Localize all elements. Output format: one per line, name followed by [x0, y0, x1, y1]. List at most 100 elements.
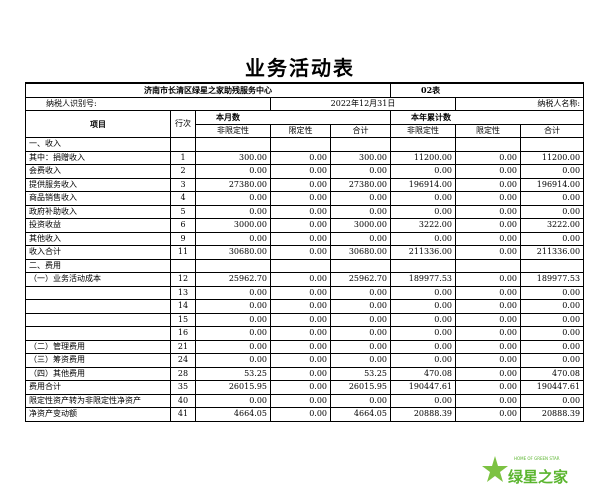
line-no: 40	[170, 393, 196, 408]
row: 14 0.00 0.00 0.00 0.00 0.00 0.00	[25, 299, 585, 314]
amount: 0.00	[519, 353, 585, 368]
amount: 0.00	[195, 164, 271, 179]
line-no: 16	[170, 326, 196, 341]
item-label: （一）业务活动成本	[25, 272, 171, 287]
cell	[519, 258, 585, 273]
amount: 0.00	[390, 312, 456, 327]
item-label: 提供服务收入	[25, 177, 171, 192]
row: 其中：捐赠收入 1 300.00 0.00 300.00 11200.00 0.00 1120…	[25, 150, 585, 165]
amount: 11200.00	[390, 150, 456, 165]
cell	[195, 258, 271, 273]
amount: 0.00	[455, 366, 521, 381]
amount: 0.00	[455, 285, 521, 300]
amount: 0.00	[195, 353, 271, 368]
section-label: 一、收入	[25, 137, 171, 152]
amount: 20888.39	[519, 407, 585, 422]
row: （一）业务活动成本 12 25962.70 0.00 25962.70 189977.53…	[25, 272, 585, 287]
row: 收入合计 11 30680.00 0.00 30680.00 211336.00 0.00 2…	[25, 245, 585, 260]
amount: 0.00	[390, 285, 456, 300]
title: 业务活动表	[245, 56, 355, 80]
cell	[519, 137, 585, 152]
amount: 0.00	[270, 231, 331, 246]
amount: 0.00	[519, 299, 585, 314]
amount: 26015.95	[195, 380, 271, 395]
row: 16 0.00 0.00 0.00 0.00 0.00 0.00	[25, 326, 585, 341]
amount: 25962.70	[195, 272, 271, 287]
amount: 0.00	[455, 245, 521, 260]
cell	[390, 137, 456, 152]
amount: 0.00	[330, 339, 391, 354]
org-row: 济南市长清区绿星之家助残服务中心 02表	[25, 82, 585, 98]
amount: 0.00	[519, 326, 585, 341]
amount: 4664.05	[195, 407, 271, 422]
amount: 0.00	[455, 393, 521, 408]
line-no: 14	[170, 299, 196, 314]
amount: 190447.61	[519, 380, 585, 395]
line-no: 11	[170, 245, 196, 260]
amount: 189977.53	[390, 272, 456, 287]
amount: 0.00	[270, 245, 331, 260]
line-no: 41	[170, 407, 196, 422]
line-no: 24	[170, 353, 196, 368]
amount: 0.00	[390, 164, 456, 179]
amount: 0.00	[455, 191, 521, 206]
amount: 0.00	[519, 191, 585, 206]
amount: 0.00	[270, 164, 331, 179]
amount: 27380.00	[195, 177, 271, 192]
row: 会费收入 2 0.00 0.00 0.00 0.00 0.00 0.00	[25, 164, 585, 179]
amount: 53.25	[330, 366, 391, 381]
amount: 0.00	[390, 191, 456, 206]
item-label: （三）筹资费用	[25, 353, 171, 368]
header-row: 项目 行次 本月数 本年累计数	[25, 110, 585, 138]
amount: 0.00	[455, 407, 521, 422]
amount: 0.00	[195, 326, 271, 341]
taxpayer-name: 纳税人名称:	[454, 96, 585, 111]
amount: 0.00	[455, 326, 521, 341]
cell	[330, 258, 391, 273]
row: 净资产变动额 41 4664.05 0.00 4664.05 20888.39 0.00 20…	[25, 407, 585, 422]
row: 一、收入	[25, 137, 585, 152]
amount: 0.00	[270, 218, 331, 233]
cell	[195, 137, 271, 152]
amount: 0.00	[390, 231, 456, 246]
amount: 0.00	[455, 272, 521, 287]
amount: 0.00	[519, 312, 585, 327]
amount: 3000.00	[330, 218, 391, 233]
item-label: 政府补助收入	[25, 204, 171, 219]
amount: 0.00	[330, 285, 391, 300]
amount: 300.00	[330, 150, 391, 165]
amount: 0.00	[519, 231, 585, 246]
amount: 0.00	[390, 339, 456, 354]
amount: 25962.70	[330, 272, 391, 287]
row: 费用合计 35 26015.95 0.00 26015.95 190447.61 0.00 1…	[25, 380, 585, 395]
amount: 189977.53	[519, 272, 585, 287]
amount: 3000.00	[195, 218, 271, 233]
amount: 0.00	[330, 191, 391, 206]
row: 投资收益 6 3000.00 0.00 3000.00 3222.00 0.00 3222.0…	[25, 218, 585, 233]
amount: 0.00	[455, 177, 521, 192]
amount: 27380.00	[330, 177, 391, 192]
item-label: 费用合计	[25, 380, 171, 395]
item-label: 收入合计	[25, 245, 171, 260]
amount: 470.08	[390, 366, 456, 381]
line-no: 12	[170, 272, 196, 287]
amount: 0.00	[195, 339, 271, 354]
amount: 0.00	[270, 191, 331, 206]
amount: 0.00	[270, 272, 331, 287]
amount: 0.00	[390, 204, 456, 219]
cell	[25, 285, 171, 300]
item-label: （二）管理费用	[25, 339, 171, 354]
row: 13 0.00 0.00 0.00 0.00 0.00 0.00	[25, 285, 585, 300]
cell	[270, 137, 331, 152]
amount: 0.00	[270, 299, 331, 314]
cell	[170, 258, 196, 273]
col-month: 本月数	[195, 110, 391, 125]
line-no: 4	[170, 191, 196, 206]
amount: 26015.95	[330, 380, 391, 395]
row: 其他收入 9 0.00 0.00 0.00 0.00 0.00 0.00	[25, 231, 585, 246]
amount: 0.00	[519, 204, 585, 219]
amount: 0.00	[519, 393, 585, 408]
item-label: 限定性资产转为非限定性净资产	[25, 393, 171, 408]
amount: 300.00	[195, 150, 271, 165]
cell	[390, 258, 456, 273]
